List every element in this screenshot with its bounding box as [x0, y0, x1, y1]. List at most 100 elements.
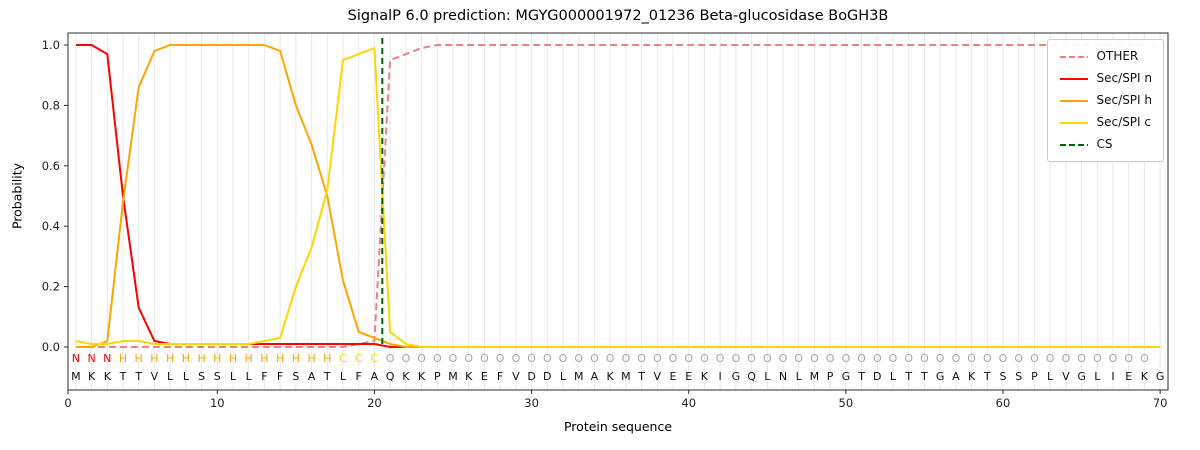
region-label: O [1124, 352, 1133, 365]
region-label: O [763, 352, 772, 365]
sequence-letter: T [857, 370, 865, 383]
region-label: O [1140, 352, 1149, 365]
region-label: H [213, 352, 221, 365]
region-label: H [260, 352, 268, 365]
sequence-letter: P [434, 370, 441, 383]
legend: OTHER Sec/SPI n Sec/SPI h Sec/SPI c CS [1046, 39, 1164, 162]
y-tick-label: 1.0 [42, 38, 60, 52]
x-tick-label: 40 [681, 396, 696, 410]
region-label: H [323, 352, 331, 365]
region-label: H [276, 352, 284, 365]
region-label: O [826, 352, 835, 365]
sequence-letter: K [968, 370, 976, 383]
region-label: O [1046, 352, 1055, 365]
region-label: H [229, 352, 237, 365]
sequence-letter: L [560, 370, 567, 383]
sequence-letter: M [448, 370, 458, 383]
sequence-letter: A [371, 370, 379, 383]
sequence-letter: F [497, 370, 503, 383]
legend-item-sec-spi-n: Sec/SPI n [1059, 70, 1152, 87]
legend-line-sample [1059, 77, 1088, 80]
series-sec-spi-n [75, 44, 1161, 348]
legend-item-sec-spi-c: Sec/SPI c [1059, 114, 1152, 131]
sequence-letter: G [1077, 370, 1086, 383]
sequence-letter: K [402, 370, 410, 383]
region-label: O [559, 352, 568, 365]
sequence-letter: S [1015, 370, 1022, 383]
region-label: O [700, 352, 709, 365]
legend-label: Sec/SPI c [1096, 115, 1151, 129]
region-label: O [889, 352, 898, 365]
sequence-letter: K [465, 370, 473, 383]
legend-line-sample [1059, 99, 1088, 102]
sequence-letter: D [543, 370, 551, 383]
legend-label: OTHER [1096, 49, 1139, 63]
x-tick-label: 0 [64, 396, 71, 410]
region-label: C [355, 352, 363, 365]
sequence-letter: G [936, 370, 945, 383]
sequence-letter: P [827, 370, 834, 383]
sequence-letter: L [246, 370, 253, 383]
legend-item-sec-spi-h: Sec/SPI h [1059, 92, 1152, 109]
sequence-letter: L [183, 370, 190, 383]
sequence-letter: T [323, 370, 331, 383]
region-label: O [543, 352, 552, 365]
region-label: O [999, 352, 1008, 365]
sequence-letter: N [779, 370, 787, 383]
region-label: O [402, 352, 411, 365]
region-label: O [417, 352, 426, 365]
region-label: O [1062, 352, 1071, 365]
x-tick-label: 10 [210, 396, 225, 410]
region-label: H [182, 352, 190, 365]
region-label: N [72, 352, 80, 365]
region-label: O [983, 352, 992, 365]
region-label: O [527, 352, 536, 365]
sequence-letter: A [591, 370, 599, 383]
sequence-letter: D [527, 370, 535, 383]
sequence-letter: M [621, 370, 631, 383]
region-label: O [1077, 352, 1086, 365]
region-label: O [920, 352, 929, 365]
region-label: O [1014, 352, 1023, 365]
region-label: O [637, 352, 646, 365]
region-label: O [1093, 352, 1102, 365]
sequence-letter: S [1000, 370, 1007, 383]
region-label: H [119, 352, 127, 365]
region-label: O [669, 352, 678, 365]
region-label: O [606, 352, 615, 365]
y-axis-title: Probability [9, 162, 25, 230]
y-tick-label: 0.0 [42, 340, 60, 354]
sequence-letter: T [920, 370, 928, 383]
region-label: O [496, 352, 505, 365]
region-label: O [716, 352, 725, 365]
sequence-letter: T [134, 370, 142, 383]
region-label: O [386, 352, 395, 365]
region-label: H [307, 352, 315, 365]
region-label: O [590, 352, 599, 365]
y-tick-label: 0.8 [42, 98, 60, 112]
region-label: O [684, 352, 693, 365]
sequence-letter: K [104, 370, 112, 383]
sequence-letter: G [732, 370, 741, 383]
sequence-letter: S [198, 370, 205, 383]
region-label: O [622, 352, 631, 365]
sequence-letter: G [1156, 370, 1165, 383]
region-label: O [810, 352, 819, 365]
sequence-letter: F [356, 370, 362, 383]
region-label: O [464, 352, 473, 365]
region-label: H [150, 352, 158, 365]
legend-line-sample [1059, 121, 1088, 124]
y-tick-label: 0.4 [42, 219, 60, 233]
sequence-letter: K [606, 370, 614, 383]
sequence-letter: E [685, 370, 692, 383]
sequence-letter: G [842, 370, 851, 383]
x-axis-title: Protein sequence [563, 419, 673, 434]
legend-label: CS [1096, 137, 1113, 151]
sequence-letter: K [701, 370, 709, 383]
sequence-letter: T [983, 370, 991, 383]
sequence-letter: A [308, 370, 316, 383]
region-label: C [339, 352, 347, 365]
